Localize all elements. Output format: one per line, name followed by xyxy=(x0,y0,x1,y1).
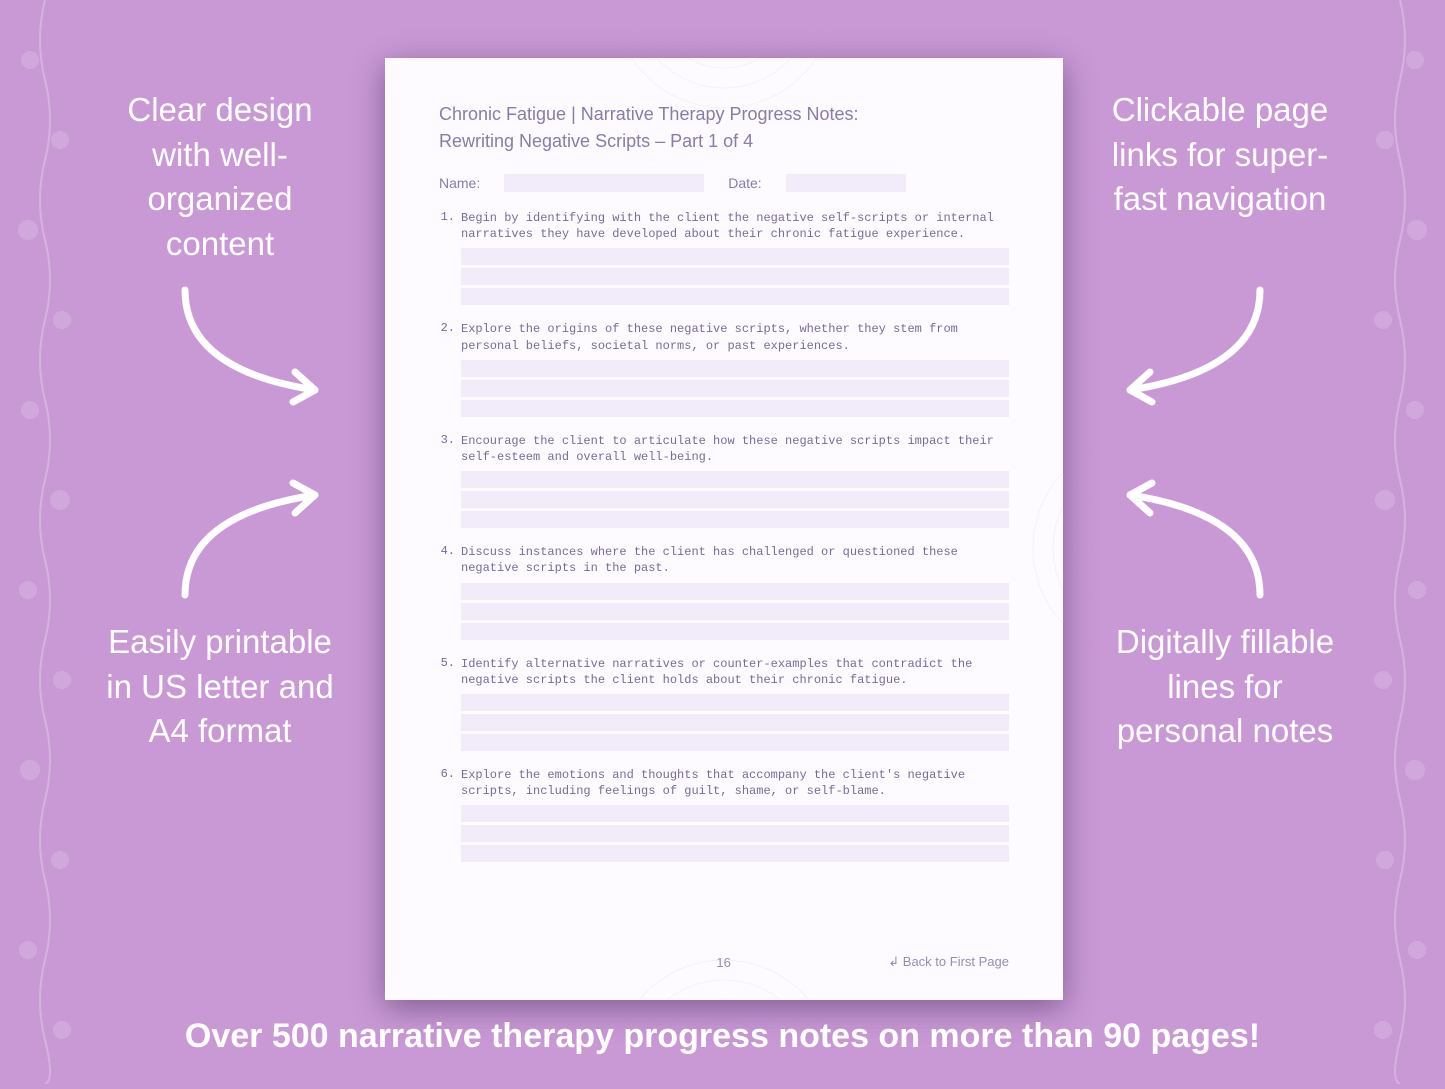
arrow-top-left-icon xyxy=(155,280,355,420)
fillable-line[interactable] xyxy=(461,845,1009,862)
list-item: 3. Encourage the client to articulate ho… xyxy=(439,433,1009,528)
name-label: Name: xyxy=(439,175,480,191)
fillable-line[interactable] xyxy=(461,734,1009,751)
item-number: 4. xyxy=(439,544,455,639)
list-item: 6. Explore the emotions and thoughts tha… xyxy=(439,767,1009,862)
name-field[interactable] xyxy=(504,174,704,192)
item-text: Explore the emotions and thoughts that a… xyxy=(461,767,1009,799)
item-text: Encourage the client to articulate how t… xyxy=(461,433,1009,465)
doc-title-line2: Rewriting Negative Scripts – Part 1 of 4 xyxy=(439,131,1009,152)
fillable-line[interactable] xyxy=(461,471,1009,488)
list-item: 4. Discuss instances where the client ha… xyxy=(439,544,1009,639)
fillable-line[interactable] xyxy=(461,694,1009,711)
fillable-line[interactable] xyxy=(461,360,1009,377)
arrow-top-right-icon xyxy=(1090,280,1290,420)
callout-top-right: Clickable page links for super-fast navi… xyxy=(1090,88,1350,222)
item-number: 6. xyxy=(439,767,455,862)
page-number: 16 xyxy=(559,955,888,970)
fillable-line[interactable] xyxy=(461,400,1009,417)
item-text: Discuss instances where the client has c… xyxy=(461,544,1009,576)
item-number: 2. xyxy=(439,321,455,416)
date-field[interactable] xyxy=(786,174,906,192)
fillable-line[interactable] xyxy=(461,491,1009,508)
item-text: Explore the origins of these negative sc… xyxy=(461,321,1009,353)
fillable-line[interactable] xyxy=(461,268,1009,285)
meta-row: Name: Date: xyxy=(439,174,1009,192)
list-item: 5. Identify alternative narratives or co… xyxy=(439,656,1009,751)
fillable-line[interactable] xyxy=(461,603,1009,620)
doc-title-line1: Chronic Fatigue | Narrative Therapy Prog… xyxy=(439,104,1009,125)
doc-footer: 16 ↲ Back to First Page xyxy=(439,954,1009,970)
fillable-line[interactable] xyxy=(461,380,1009,397)
item-text: Begin by identifying with the client the… xyxy=(461,210,1009,242)
callout-top-left: Clear design with well-organized content xyxy=(95,88,345,266)
back-to-first-page-link[interactable]: ↲ Back to First Page xyxy=(888,954,1009,970)
list-item: 2. Explore the origins of these negative… xyxy=(439,321,1009,416)
item-number: 3. xyxy=(439,433,455,528)
fillable-line[interactable] xyxy=(461,805,1009,822)
date-label: Date: xyxy=(728,175,761,191)
fillable-line[interactable] xyxy=(461,623,1009,640)
floral-border-left xyxy=(0,0,90,1084)
fillable-line[interactable] xyxy=(461,511,1009,528)
arrow-bottom-left-icon xyxy=(155,465,355,605)
fillable-line[interactable] xyxy=(461,825,1009,842)
bottom-tagline: Over 500 narrative therapy progress note… xyxy=(0,1017,1445,1056)
list-item: 1. Begin by identifying with the client … xyxy=(439,210,1009,305)
floral-border-right xyxy=(1355,0,1445,1084)
item-text: Identify alternative narratives or count… xyxy=(461,656,1009,688)
callout-bottom-left: Easily printable in US letter and A4 for… xyxy=(95,620,345,754)
arrow-bottom-right-icon xyxy=(1090,465,1290,605)
callout-bottom-right: Digitally fillable lines for personal no… xyxy=(1100,620,1350,754)
fillable-line[interactable] xyxy=(461,714,1009,731)
item-number: 5. xyxy=(439,656,455,751)
item-number: 1. xyxy=(439,210,455,305)
items-list: 1. Begin by identifying with the client … xyxy=(439,210,1009,934)
fillable-line[interactable] xyxy=(461,583,1009,600)
document-page: Chronic Fatigue | Narrative Therapy Prog… xyxy=(385,58,1063,1000)
fillable-line[interactable] xyxy=(461,288,1009,305)
fillable-line[interactable] xyxy=(461,248,1009,265)
